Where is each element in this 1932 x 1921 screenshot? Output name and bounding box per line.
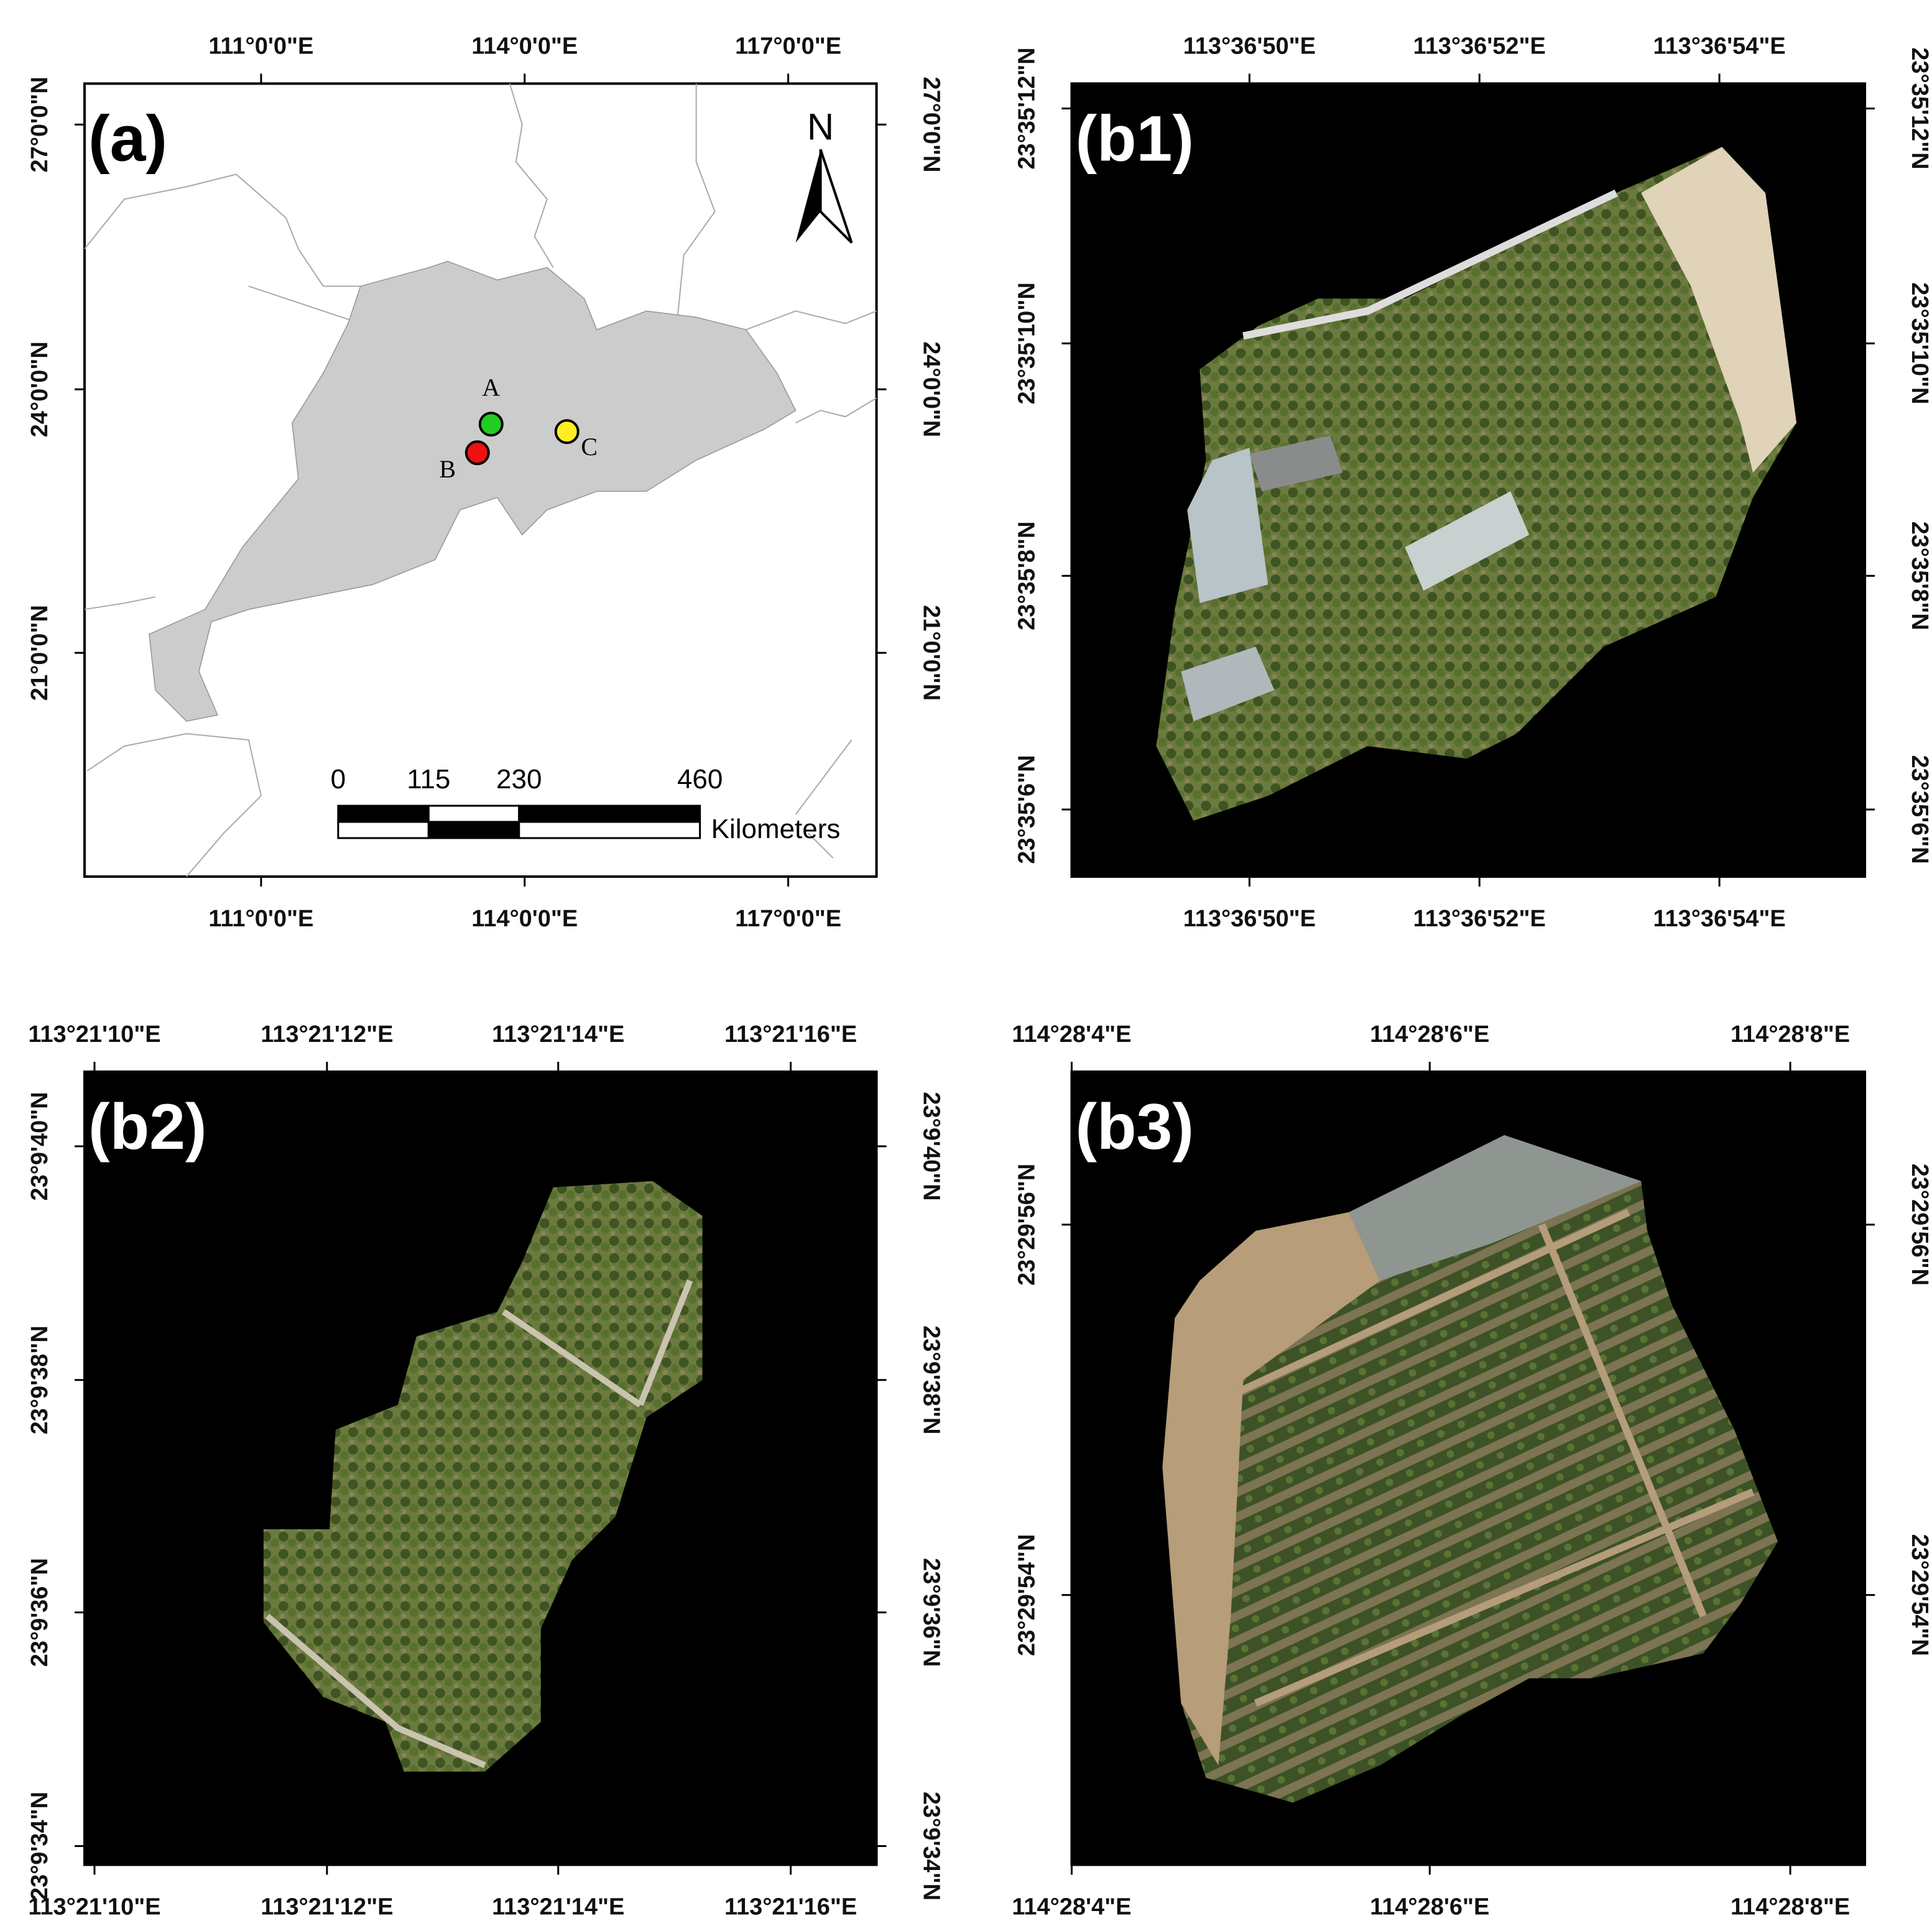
scale-tick-label: 460: [677, 764, 723, 795]
x-tick-label: 114°28'8"E: [1731, 1021, 1850, 1048]
x-tick-label: 113°21'16"E: [724, 1894, 857, 1920]
imagery: [263, 147, 1797, 1803]
x-tick-label: 114°28'8"E: [1731, 1894, 1850, 1920]
x-tick-label: 113°36'50"E: [1183, 906, 1316, 932]
scale-segment: [337, 821, 430, 839]
y-tick-label: 21°0'0"N: [27, 605, 53, 701]
y-tick-label: 23°9'40"N: [918, 1092, 945, 1200]
panel-label: (b3): [1075, 1091, 1194, 1163]
x-tick-label: 117°0'0"E: [735, 33, 841, 59]
panel-label: (a): [88, 103, 167, 175]
site-label: C: [581, 433, 598, 461]
scale-unit: Kilometers: [711, 814, 841, 844]
y-tick-label: 23°35'8"N: [1014, 522, 1040, 630]
y-tick-label: 23°35'6"N: [1014, 755, 1040, 864]
y-tick-label: 23°35'12"N: [1907, 47, 1932, 169]
y-tick-label: 23°35'6"N: [1907, 755, 1932, 864]
x-tick-label: 114°0'0"E: [471, 906, 578, 932]
north-label: N: [807, 106, 834, 147]
x-tick-label: 113°36'54"E: [1653, 33, 1785, 59]
x-tick-label: 114°28'4"E: [1012, 1894, 1131, 1920]
y-tick-label: 23°35'8"N: [1907, 522, 1932, 630]
y-tick-label: 23°35'12"N: [1014, 47, 1040, 169]
x-tick-label: 114°0'0"E: [471, 33, 578, 59]
x-tick-label: 111°0'0"E: [208, 906, 313, 932]
y-tick-label: 23°9'36"N: [27, 1558, 53, 1667]
panel-label: (b1): [1075, 103, 1194, 175]
x-tick-label: 113°36'54"E: [1653, 906, 1785, 932]
scale-segment: [518, 804, 701, 823]
scale-segment: [518, 821, 701, 839]
x-tick-label: 113°36'52"E: [1413, 33, 1546, 59]
x-tick-label: 117°0'0"E: [735, 906, 841, 932]
x-tick-label: 113°21'14"E: [492, 1021, 624, 1048]
site-label: A: [482, 373, 500, 401]
y-tick-label: 27°0'0"N: [918, 76, 945, 172]
x-tick-label: 113°21'14"E: [492, 1894, 624, 1920]
x-tick-label: 113°21'10"E: [28, 1021, 160, 1048]
x-tick-label: 113°21'10"E: [28, 1894, 160, 1920]
y-tick-label: 23°9'38"N: [918, 1325, 945, 1434]
site-point: [554, 419, 580, 445]
y-tick-label: 23°35'10"N: [1907, 282, 1932, 404]
scale-tick-label: 0: [331, 764, 346, 795]
x-tick-label: 113°21'16"E: [724, 1021, 857, 1048]
y-tick-label: 24°0'0"N: [27, 341, 53, 437]
y-tick-label: 23°29'54"N: [1907, 1534, 1932, 1656]
site-point: [465, 440, 490, 466]
scale-tick-label: 115: [407, 764, 450, 795]
y-tick-label: 21°0'0"N: [918, 605, 945, 701]
y-tick-label: 23°9'34"N: [918, 1792, 945, 1900]
y-tick-label: 23°9'34"N: [27, 1792, 53, 1900]
scale-segment: [427, 804, 520, 823]
y-tick-label: 24°0'0"N: [918, 341, 945, 437]
site-label: B: [439, 455, 456, 483]
y-tick-label: 23°29'56"N: [1907, 1164, 1932, 1286]
x-tick-label: 114°28'4"E: [1012, 1021, 1131, 1048]
scale-segment: [427, 821, 520, 839]
x-tick-label: 113°36'50"E: [1183, 33, 1316, 59]
y-tick-label: 23°35'10"N: [1014, 282, 1040, 404]
x-tick-label: 113°21'12"E: [261, 1894, 393, 1920]
y-tick-label: 27°0'0"N: [27, 76, 53, 172]
panel-label: (b2): [88, 1091, 207, 1163]
x-tick-label: 113°36'52"E: [1413, 906, 1546, 932]
y-tick-label: 23°9'36"N: [918, 1558, 945, 1667]
y-tick-label: 23°9'38"N: [27, 1325, 53, 1434]
y-tick-label: 23°29'56"N: [1014, 1164, 1040, 1286]
x-tick-label: 111°0'0"E: [208, 33, 313, 59]
map-overlay: A B C N 0 115 230 460 Kilometers: [331, 106, 841, 844]
panel-labels: (a) (b1) (b2) (b3): [88, 103, 1194, 1163]
scale-segment: [337, 804, 430, 823]
x-tick-label: 114°28'6"E: [1370, 1021, 1489, 1048]
y-tick-label: 23°29'54"N: [1014, 1534, 1040, 1656]
site-point: [478, 412, 504, 437]
y-tick-label: 23°9'40"N: [27, 1092, 53, 1200]
x-tick-label: 113°21'12"E: [261, 1021, 393, 1048]
x-tick-label: 114°28'6"E: [1370, 1894, 1489, 1920]
scale-tick-label: 230: [496, 764, 542, 795]
